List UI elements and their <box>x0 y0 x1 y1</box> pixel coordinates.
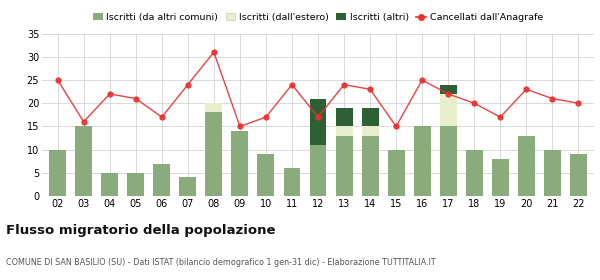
Bar <box>335 126 353 136</box>
Legend: Iscritti (da altri comuni), Iscritti (dall'estero), Iscritti (altri), Cancellati: Iscritti (da altri comuni), Iscritti (da… <box>89 9 547 26</box>
Bar <box>232 131 248 196</box>
Bar <box>205 113 223 196</box>
Bar <box>75 126 92 196</box>
Bar <box>154 164 170 196</box>
Bar <box>101 173 118 196</box>
Bar <box>413 126 431 196</box>
Bar <box>440 94 457 126</box>
Bar <box>466 150 482 196</box>
Bar <box>440 126 457 196</box>
Bar <box>335 108 353 126</box>
Bar <box>544 150 561 196</box>
Bar <box>492 159 509 196</box>
Text: COMUNE DI SAN BASILIO (SU) - Dati ISTAT (bilancio demografico 1 gen-31 dic) - El: COMUNE DI SAN BASILIO (SU) - Dati ISTAT … <box>6 258 436 267</box>
Bar <box>362 136 379 196</box>
Text: Flusso migratorio della popolazione: Flusso migratorio della popolazione <box>6 224 275 237</box>
Bar <box>518 136 535 196</box>
Bar <box>310 99 326 145</box>
Bar <box>362 108 379 126</box>
Bar <box>310 145 326 196</box>
Bar <box>440 85 457 94</box>
Bar <box>127 173 144 196</box>
Bar <box>205 103 223 113</box>
Bar <box>179 178 196 196</box>
Bar <box>570 154 587 196</box>
Bar <box>362 126 379 136</box>
Bar <box>284 168 301 196</box>
Bar <box>335 136 353 196</box>
Bar <box>257 154 274 196</box>
Bar <box>49 150 66 196</box>
Bar <box>388 150 404 196</box>
